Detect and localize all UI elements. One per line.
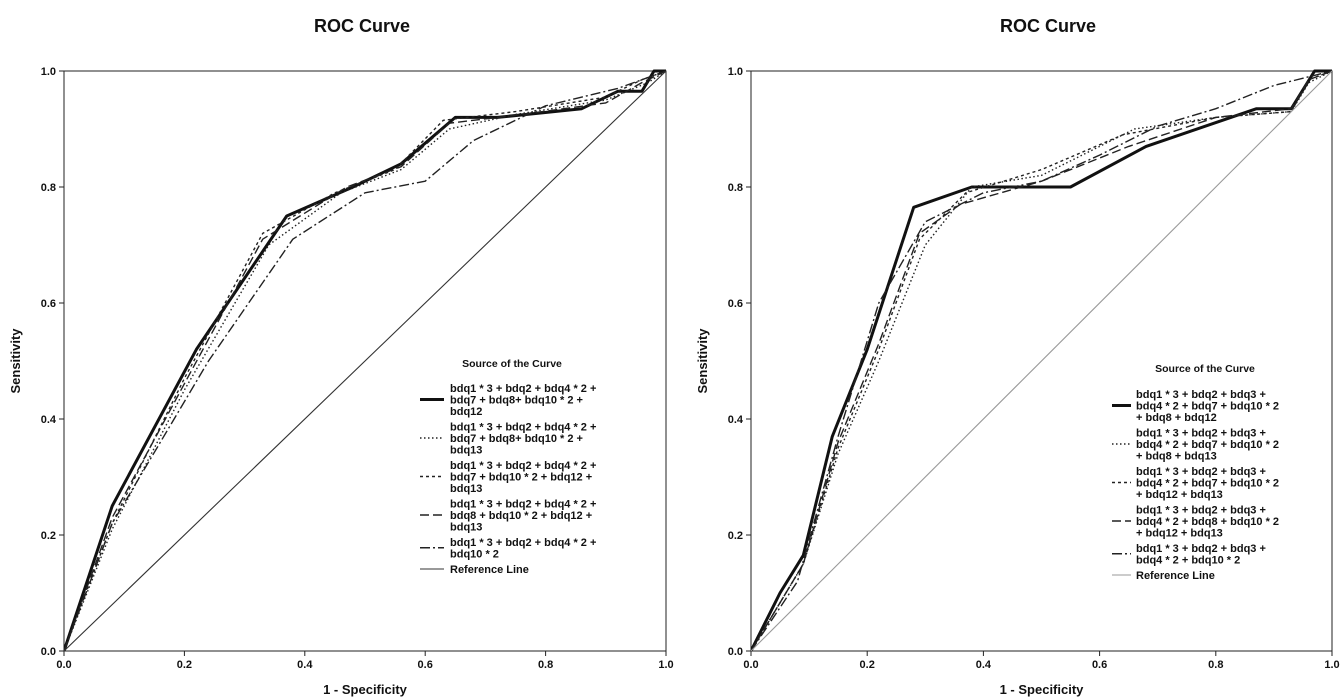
plot-frame	[63, 70, 667, 652]
y-tick-label: 0.6	[41, 298, 56, 310]
roc-panel-left: ROC Curve 0.0 0.2 0.4 0.6 0.8 1.0 0.0 0.2 0.4 0.6 0…	[8, 16, 674, 697]
legend-entry-label: bdq4 * 2 + bdq10 * 2	[1136, 555, 1240, 567]
roc-series-line-1	[64, 69, 666, 651]
x-axis-label: 1 - Specificity	[1000, 682, 1085, 697]
x-axis-label: 1 - Specificity	[323, 682, 408, 697]
roc-panel-right: ROC Curve 0.0 0.2 0.4 0.6 0.8 1.0 0.0 0.2 0.4 0.6 0…	[695, 16, 1340, 697]
legend-entry-label: bdq10 * 2	[450, 549, 499, 561]
legend-entry-label: bdq8 + bdq10 * 2 + bdq12 +	[450, 510, 592, 522]
legend-entry-label: + bdq8 + bdq13	[1136, 451, 1217, 463]
legend-entry-label: bdq1 * 3 + bdq2 + bdq3 +	[1136, 505, 1266, 517]
y-axis-label: Sensitivity	[695, 328, 710, 394]
x-tick-label: 0.0	[56, 659, 71, 671]
y-tick-label: 0.2	[728, 530, 743, 542]
x-tick-label: 0.8	[538, 659, 553, 671]
legend-title: Source of the Curve	[1155, 363, 1255, 375]
reference-line	[751, 70, 1332, 651]
chart-title: ROC Curve	[1000, 16, 1096, 36]
legend-entry-label: bdq1 * 3 + bdq2 + bdq4 * 2 +	[450, 460, 596, 472]
x-tick-label: 0.6	[418, 659, 433, 671]
x-tick-label: 0.4	[297, 659, 313, 671]
x-tick-label: 0.6	[1092, 659, 1107, 671]
legend-entry-label: Reference Line	[450, 564, 529, 576]
legend-entry-label: + bdq12 + bdq13	[1136, 489, 1223, 501]
y-tick-label: 0.0	[41, 646, 56, 658]
roc-series-line-5	[64, 70, 666, 651]
y-tick-label: 0.8	[728, 182, 743, 194]
legend-entry-label: bdq1 * 3 + bdq2 + bdq3 +	[1136, 543, 1266, 555]
plot-frame	[750, 70, 1333, 652]
roc-series-line-2	[751, 70, 1332, 651]
x-tick-label: 0.4	[976, 659, 992, 671]
legend: Source of the Curve bdq1 * 3 + bdq2 + bdq…	[420, 358, 596, 576]
roc-series-line-4	[64, 70, 666, 651]
y-tick-label: 1.0	[41, 66, 56, 78]
legend-title: Source of the Curve	[462, 358, 562, 370]
legend-entry-label: bdq13	[450, 522, 482, 534]
legend-entry-label: bdq4 * 2 + bdq7 + bdq10 * 2	[1136, 478, 1279, 490]
x-tick-label: 1.0	[658, 659, 673, 671]
legend-entry-label: Reference Line	[1136, 570, 1215, 582]
roc-series-line-2	[64, 70, 666, 651]
x-tick-label: 1.0	[1324, 659, 1339, 671]
legend-entry-label: bdq13	[450, 483, 482, 495]
legend-entry-label: bdq13	[450, 445, 482, 457]
legend-entry-label: bdq7 + bdq10 * 2 + bdq12 +	[450, 472, 592, 484]
legend-entry-label: bdq1 * 3 + bdq2 + bdq3 +	[1136, 428, 1266, 440]
y-tick-label: 1.0	[728, 66, 743, 78]
legend-entry-label: bdq7 + bdq8+ bdq10 * 2 +	[450, 433, 583, 445]
legend-entry-label: bdq7 + bdq8+ bdq10 * 2 +	[450, 395, 583, 407]
y-tick-label: 0.2	[41, 530, 56, 542]
legend-entry-label: bdq4 * 2 + bdq7 + bdq10 * 2	[1136, 401, 1279, 413]
x-tick-label: 0.0	[743, 659, 758, 671]
legend-entry-label: bdq1 * 3 + bdq2 + bdq4 * 2 +	[450, 537, 596, 549]
legend-entry-label: bdq1 * 3 + bdq2 + bdq4 * 2 +	[450, 383, 596, 395]
y-axis-label: Sensitivity	[8, 328, 23, 394]
legend-entry-label: bdq4 * 2 + bdq7 + bdq10 * 2	[1136, 439, 1279, 451]
legend-entry-label: bdq4 * 2 + bdq8 + bdq10 * 2	[1136, 516, 1279, 528]
legend-entry-label: + bdq12 + bdq13	[1136, 528, 1223, 540]
chart-title: ROC Curve	[314, 16, 410, 36]
x-tick-label: 0.2	[177, 659, 192, 671]
series-group	[64, 69, 666, 651]
legend-entry-label: bdq1 * 3 + bdq2 + bdq3 +	[1136, 389, 1266, 401]
legend-entry-label: + bdq8 + bdq12	[1136, 412, 1217, 424]
legend-entry-label: bdq12	[450, 406, 482, 418]
y-tick-label: 0.8	[41, 182, 56, 194]
y-tick-label: 0.4	[728, 414, 744, 426]
legend: Source of the Curve bdq1 * 3 + bdq2 + bdq…	[1112, 363, 1279, 582]
legend-entry-label: bdq1 * 3 + bdq2 + bdq4 * 2 +	[450, 422, 596, 434]
y-tick-label: 0.6	[728, 298, 743, 310]
reference-line	[64, 70, 666, 651]
legend-entry-label: bdq1 * 3 + bdq2 + bdq3 +	[1136, 466, 1266, 478]
legend-entry-label: bdq1 * 3 + bdq2 + bdq4 * 2 +	[450, 499, 596, 511]
series-group	[751, 69, 1332, 651]
x-tick-label: 0.2	[860, 659, 875, 671]
y-tick-label: 0.4	[41, 414, 57, 426]
y-tick-label: 0.0	[728, 646, 743, 658]
roc-series-line-5	[751, 70, 1332, 651]
x-tick-label: 0.8	[1208, 659, 1223, 671]
